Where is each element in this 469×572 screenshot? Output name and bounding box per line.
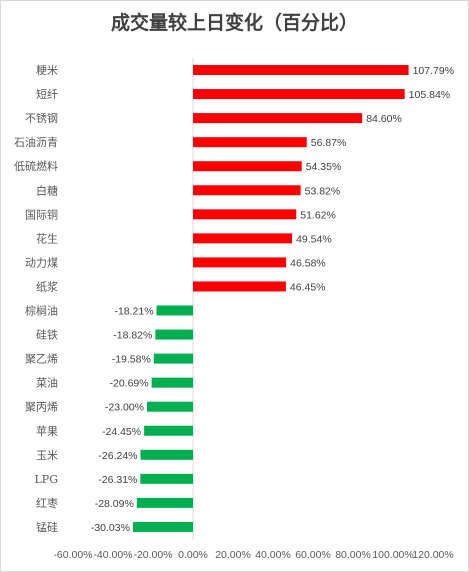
data-label: -28.09% [95, 498, 134, 510]
data-label: 56.87% [311, 137, 347, 149]
category-label: 菜油 [36, 376, 58, 390]
bar-9 [193, 257, 287, 268]
bar-6 [193, 185, 301, 196]
data-label: 46.45% [290, 281, 326, 293]
data-label: -18.82% [113, 330, 152, 342]
x-tick-label: -40.00% [93, 549, 132, 561]
category-label: 聚丙烯 [25, 401, 58, 414]
bar-2 [193, 89, 405, 100]
bar-17 [140, 449, 193, 460]
data-label: 107.79% [413, 65, 454, 77]
category-label: 动力煤 [25, 256, 58, 269]
bar-19 [136, 497, 193, 508]
x-tick-label: 120.00% [412, 549, 453, 561]
x-tick-label: 40.00% [255, 549, 291, 561]
bar-11 [156, 305, 193, 316]
category-label: 花生 [36, 231, 58, 245]
category-label: 硅铁 [36, 329, 58, 342]
data-label: 51.62% [300, 209, 336, 221]
category-label: 石油沥青 [14, 135, 58, 149]
category-label: 白糖 [36, 183, 58, 197]
category-label: 聚乙烯 [25, 353, 58, 366]
bar-12 [155, 329, 193, 340]
category-label: 棕榈油 [25, 304, 58, 318]
bar-3 [193, 113, 363, 124]
bar-4 [193, 137, 307, 148]
bar-8 [193, 233, 293, 244]
bar-1 [193, 65, 409, 75]
bar-10 [193, 281, 286, 292]
bar-5 [193, 161, 302, 172]
data-label: 105.84% [409, 89, 450, 101]
category-label: 纸浆 [36, 279, 58, 293]
data-label: -26.31% [98, 474, 137, 486]
data-label: -19.58% [112, 354, 151, 366]
category-label: 玉米 [36, 449, 58, 462]
data-label: -30.03% [91, 522, 130, 534]
data-label: -23.00% [105, 402, 144, 414]
category-label: 锰硅 [36, 520, 58, 534]
x-tick-label: 100.00% [372, 549, 413, 561]
x-tick-label: 80.00% [335, 549, 371, 561]
data-label: 84.60% [366, 113, 402, 125]
data-label: -24.45% [102, 426, 141, 438]
bar-7 [193, 209, 297, 220]
category-label: 红枣 [36, 497, 58, 510]
category-label: 国际铜 [25, 207, 58, 221]
x-tick-label: 0.00% [178, 549, 208, 561]
category-label: 低硫燃料 [14, 159, 58, 173]
bar-20 [132, 521, 193, 532]
category-label: 不锈钢 [25, 112, 58, 125]
data-label: 53.82% [305, 185, 341, 197]
category-label: LPG [35, 473, 59, 486]
category-label: 短纤 [36, 87, 58, 101]
data-label: 46.58% [290, 257, 326, 269]
x-tick-label: -20.00% [133, 549, 172, 561]
chart-title: 成交量较上日变化（百分比） [110, 12, 358, 34]
data-label: -26.24% [98, 450, 137, 462]
x-tick-label: 20.00% [215, 549, 251, 561]
data-label: -20.69% [110, 378, 149, 390]
bar-14 [151, 377, 193, 388]
x-tick-label: 60.00% [295, 549, 331, 561]
data-label: 49.54% [296, 233, 332, 245]
x-tick-label: -60.00% [53, 549, 92, 561]
bar-18 [140, 473, 193, 484]
bar-15 [147, 401, 193, 412]
bar-16 [144, 425, 193, 436]
data-label: -18.21% [114, 306, 153, 318]
bar-13 [153, 353, 193, 364]
category-label: 粳米 [36, 63, 58, 77]
category-label: 苹果 [36, 424, 58, 438]
data-label: 54.35% [306, 161, 342, 173]
